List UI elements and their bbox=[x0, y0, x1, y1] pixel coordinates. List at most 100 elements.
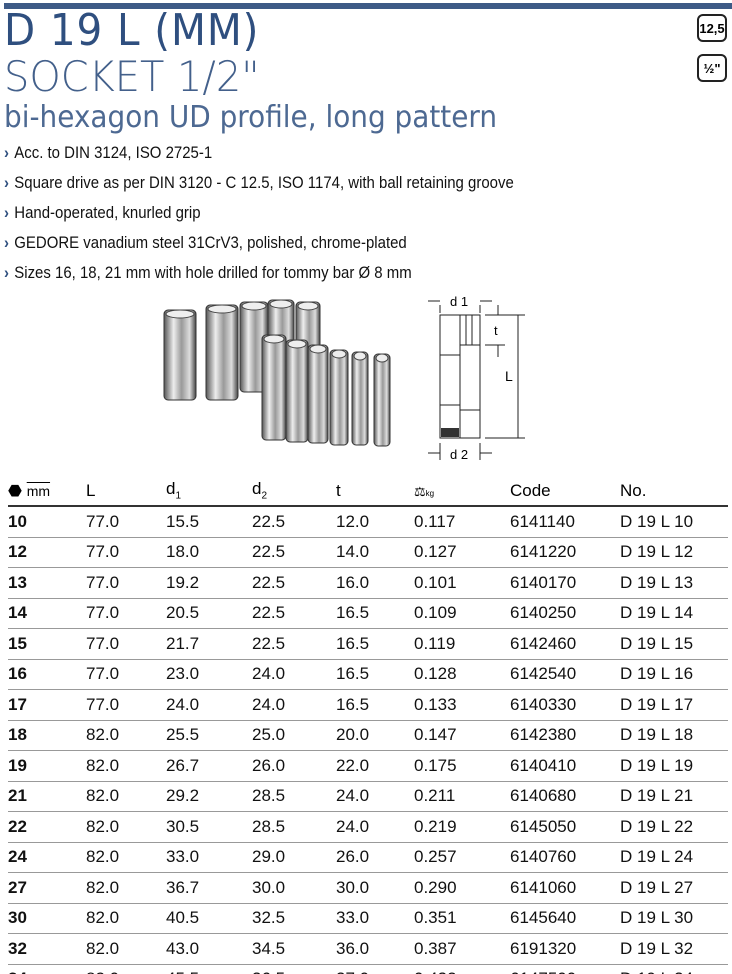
header-d2: d2 bbox=[252, 476, 336, 507]
table-cell: 6142460 bbox=[510, 628, 620, 660]
feature-list: › Acc. to DIN 3124, ISO 2725-1 › Square dri… bbox=[4, 138, 583, 288]
table-cell: 18.0 bbox=[166, 537, 252, 568]
table-cell: 14.0 bbox=[336, 537, 414, 568]
table-cell: 16.5 bbox=[336, 659, 414, 690]
table-cell: 77.0 bbox=[86, 506, 166, 538]
table-cell: 34.5 bbox=[252, 933, 336, 965]
socket-image bbox=[351, 351, 369, 446]
table-cell: D 19 L 27 bbox=[620, 872, 728, 904]
table-cell: 0.133 bbox=[414, 689, 510, 721]
table-cell: D 19 L 16 bbox=[620, 659, 728, 690]
header-no: No. bbox=[620, 476, 728, 507]
table-cell: 26.0 bbox=[252, 750, 336, 782]
table-row: 30 82.0 40.5 32.5 33.0 0.351 6145640 D 19 L 30 bbox=[8, 903, 728, 934]
table-cell: 13 bbox=[8, 567, 86, 599]
table-cell: 15.5 bbox=[166, 506, 252, 538]
socket-image bbox=[261, 334, 287, 441]
table-cell: 82.0 bbox=[86, 750, 166, 782]
header-bar bbox=[4, 3, 732, 9]
table-cell: 30.0 bbox=[336, 872, 414, 904]
table-row: 14 77.0 20.5 22.5 16.5 0.109 6140250 D 19 L 14 bbox=[8, 598, 728, 629]
table-cell: 77.0 bbox=[86, 689, 166, 721]
socket-image bbox=[285, 339, 309, 443]
table-cell: 82.0 bbox=[86, 720, 166, 751]
table-cell: 77.0 bbox=[86, 567, 166, 599]
table-header-row: ⬣ mm L d1 d2 t ⚖kg Code No. bbox=[8, 476, 728, 507]
feature-item: › Sizes 16, 18, 21 mm with hole drilled f… bbox=[4, 263, 412, 282]
table-cell: 82.0 bbox=[86, 933, 166, 965]
table-cell: 6147500 bbox=[510, 964, 620, 974]
table-row: 13 77.0 19.2 22.5 16.0 0.101 6140170 D 19 L 13 bbox=[8, 567, 728, 599]
table-cell: 0.147 bbox=[414, 720, 510, 751]
header-d1: d1 bbox=[166, 476, 252, 507]
table-cell: 22.5 bbox=[252, 598, 336, 629]
table-row: 3482.045.536.537.00.4326147500D 19 L 34 bbox=[8, 964, 728, 974]
socket-image bbox=[373, 353, 391, 447]
table-cell: 0.127 bbox=[414, 537, 510, 568]
table-cell: D 19 L 19 bbox=[620, 750, 728, 782]
socket-image bbox=[205, 304, 239, 401]
table-cell: 25.5 bbox=[166, 720, 252, 751]
table-cell: 12 bbox=[8, 537, 86, 568]
table-cell: 6141140 bbox=[510, 506, 620, 538]
diagram-label-d1: d 1 bbox=[450, 294, 468, 309]
table-cell: 24 bbox=[8, 842, 86, 873]
table-cell: 16.5 bbox=[336, 628, 414, 660]
table-cell: 0.117 bbox=[414, 506, 510, 538]
feature-item: › Square drive as per DIN 3120 - C 12.5, … bbox=[4, 173, 514, 192]
table-cell: 77.0 bbox=[86, 537, 166, 568]
table-cell: 0.290 bbox=[414, 872, 510, 904]
drive-inch-badge: ½" bbox=[697, 54, 727, 82]
header-size: ⬣ mm bbox=[8, 476, 86, 507]
table-cell: 45.5 bbox=[166, 964, 252, 974]
table-cell: 24.0 bbox=[336, 811, 414, 843]
table-cell: 82.0 bbox=[86, 964, 166, 974]
table-cell: 12.0 bbox=[336, 506, 414, 538]
table-cell: 82.0 bbox=[86, 781, 166, 812]
table-cell: 18 bbox=[8, 720, 86, 751]
feature-item: › GEDORE vanadium steel 31CrV3, polished,… bbox=[4, 233, 407, 252]
table-cell: 30 bbox=[8, 903, 86, 934]
table-cell: 82.0 bbox=[86, 811, 166, 843]
table-cell: 20.0 bbox=[336, 720, 414, 751]
table-cell: 36.7 bbox=[166, 872, 252, 904]
table-row: 17 77.0 24.0 24.0 16.5 0.133 6140330 D 19 L 17 bbox=[8, 689, 728, 721]
table-cell: 0.432 bbox=[414, 964, 510, 974]
table-cell: 16.0 bbox=[336, 567, 414, 599]
table-cell: 28.5 bbox=[252, 781, 336, 812]
hexagon-icon: ⬣ bbox=[8, 482, 22, 500]
table-cell: 6140760 bbox=[510, 842, 620, 873]
table-cell: 36.5 bbox=[252, 964, 336, 974]
table-cell: D 19 L 32 bbox=[620, 933, 728, 965]
table-cell: 26.7 bbox=[166, 750, 252, 782]
feature-item: › Acc. to DIN 3124, ISO 2725-1 bbox=[4, 143, 213, 162]
table-cell: 26.0 bbox=[336, 842, 414, 873]
table-cell: D 19 L 14 bbox=[620, 598, 728, 629]
dimension-diagram: d 1 t L d 2 bbox=[428, 294, 525, 462]
product-description: bi-hexagon UD profile, long pattern bbox=[4, 100, 498, 135]
table-cell: 6140330 bbox=[510, 689, 620, 721]
table-cell: 22.5 bbox=[252, 537, 336, 568]
table-cell: 6145050 bbox=[510, 811, 620, 843]
table-cell: D 19 L 17 bbox=[620, 689, 728, 721]
table-cell: 6140680 bbox=[510, 781, 620, 812]
table-cell: 28.5 bbox=[252, 811, 336, 843]
chevron-right-icon: › bbox=[4, 143, 9, 162]
table-cell: 27 bbox=[8, 872, 86, 904]
table-cell: 24.0 bbox=[252, 689, 336, 721]
table-cell: 43.0 bbox=[166, 933, 252, 965]
table-cell: 0.175 bbox=[414, 750, 510, 782]
table-cell: 82.0 bbox=[86, 872, 166, 904]
table-cell: 16 bbox=[8, 659, 86, 690]
table-cell: D 19 L 24 bbox=[620, 842, 728, 873]
table-row: 18 82.0 25.5 25.0 20.0 0.147 6142380 D 19 L 18 bbox=[8, 720, 728, 751]
diagram-label-t: t bbox=[494, 323, 498, 338]
table-cell: 30.0 bbox=[252, 872, 336, 904]
table-cell: 0.128 bbox=[414, 659, 510, 690]
chevron-right-icon: › bbox=[4, 203, 9, 222]
header-L: L bbox=[86, 476, 166, 507]
feature-item: › Hand-operated, knurled grip bbox=[4, 203, 201, 222]
table-cell: 24.0 bbox=[336, 781, 414, 812]
product-subtitle: SOCKET 1/2" bbox=[4, 52, 260, 101]
table-row: 16 77.0 23.0 24.0 16.5 0.128 6142540 D 19 L 16 bbox=[8, 659, 728, 690]
